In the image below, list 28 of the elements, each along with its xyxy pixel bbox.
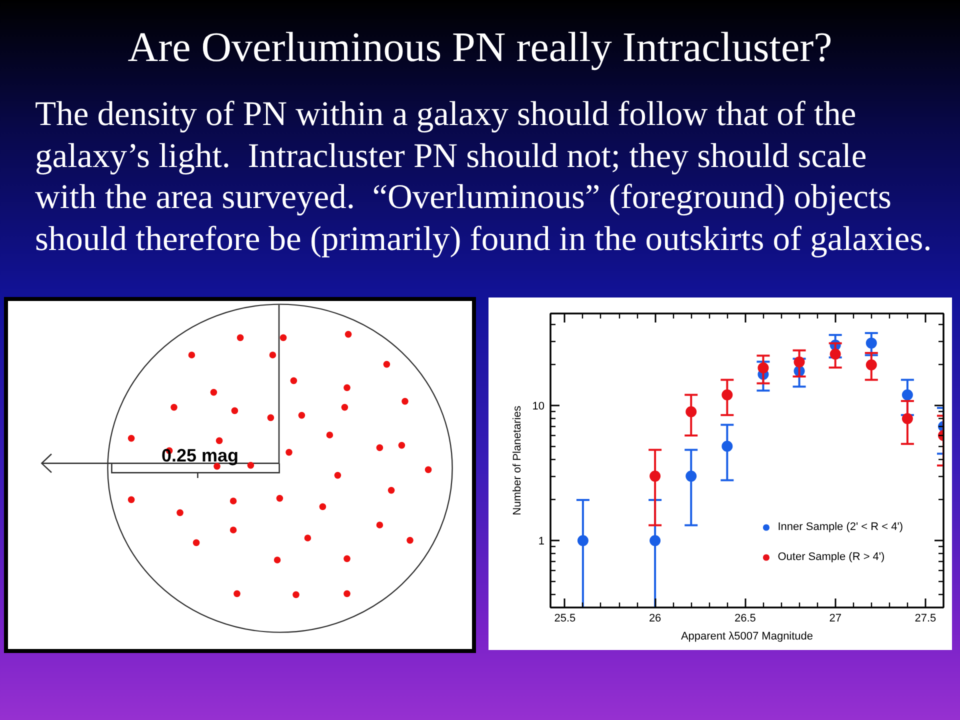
legend-label: Inner Sample (2' < R < 4') [778, 521, 903, 533]
point [758, 362, 769, 374]
text: The density of PN within a galaxy should follow that of the galaxy’s light. Intracluster PN should not; they should scale with the area surveyed. “Overluminous” (foreground) objects should therefore be (primarily) found in the outskirts of galaxies. [35, 94, 933, 260]
x-tick-label: 27.5 [914, 612, 936, 624]
x-tick-label: 26.5 [734, 612, 756, 624]
point [830, 348, 841, 360]
point [686, 470, 697, 482]
y-tick-label: 10 [532, 400, 545, 413]
text: 0.25 mag [161, 446, 239, 466]
point [902, 389, 913, 400]
y-axis-title: Number of Planetaries [511, 405, 524, 516]
y-tick-label: 1 [538, 536, 545, 548]
x-tick-label: 25.5 [554, 612, 576, 624]
x-tick-label: 27 [829, 612, 842, 624]
text: Are Overluminous PN really Intracluster? [126, 24, 834, 72]
point [722, 440, 733, 452]
x-tick-label: 26 [648, 612, 662, 624]
legend-label: Outer Sample (R > 4') [778, 551, 885, 563]
point [794, 356, 805, 368]
point [577, 535, 588, 546]
x-axis-title: Apparent λ5007 Magnitude [680, 630, 814, 642]
point [722, 389, 733, 400]
point [686, 406, 697, 418]
point [866, 359, 877, 370]
point [650, 535, 661, 546]
point [650, 470, 661, 482]
point [902, 413, 913, 424]
point [866, 338, 877, 349]
